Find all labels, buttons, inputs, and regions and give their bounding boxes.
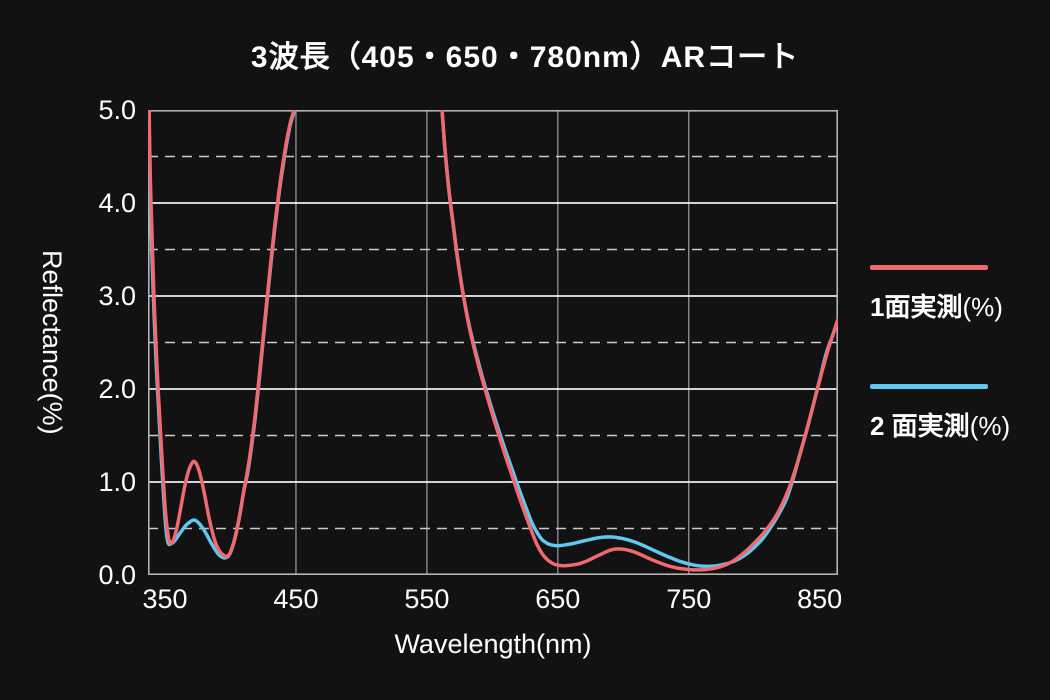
y-tick-label-2.0: 2.0: [98, 374, 136, 404]
y-tick-label-5.0: 5.0: [98, 95, 136, 125]
x-tick-label-450: 450: [273, 584, 319, 614]
series2-label: 2 面実測(%): [870, 406, 1040, 443]
series1-label-text: 1面実測: [870, 292, 963, 322]
y-axis-title: Reflectance(%): [37, 250, 67, 435]
series2-label-text: 2 面実測: [870, 411, 970, 441]
x-tick-label-650: 650: [535, 584, 581, 614]
legend: 1面実測(%) 2 面実測(%): [870, 265, 1040, 443]
x-tick-label-350: 350: [142, 584, 188, 614]
series2-label-unit: (%): [969, 411, 1011, 441]
series1-line-swatch: [870, 265, 988, 270]
y-tick-label-1.0: 1.0: [98, 467, 136, 497]
x-tick-label-550: 550: [404, 584, 450, 614]
series2-line-swatch: [870, 384, 988, 389]
series1-label: 1面実測(%): [870, 287, 1040, 324]
series1-label-unit: (%): [962, 292, 1003, 322]
y-tick-label-0.0: 0.0: [98, 560, 136, 590]
x-tick-label-750: 750: [666, 584, 712, 614]
series-curve-1面実測(%): [148, 110, 838, 572]
legend-item-2: 2 面実測(%): [870, 384, 1040, 443]
series-curve-2 面実測(%): [148, 110, 838, 569]
plot-border: [148, 110, 838, 575]
plot-area: [148, 110, 838, 575]
x-tick-label-850: 850: [797, 584, 843, 614]
y-tick-label-3.0: 3.0: [98, 281, 136, 311]
legend-item-1: 1面実測(%): [870, 265, 1040, 324]
x-axis-title: Wavelength(nm): [394, 629, 592, 659]
y-tick-label-4.0: 4.0: [98, 188, 136, 218]
chart-title: 3波長（405・650・780nm）ARコート: [250, 41, 800, 74]
